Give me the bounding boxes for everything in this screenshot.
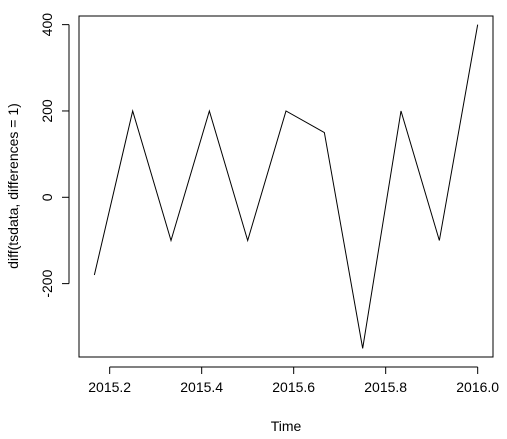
y-axis-label: diff(tsdata, differences = 1) bbox=[5, 103, 21, 269]
y-tick-label: -200 bbox=[39, 269, 55, 297]
x-axis-label: Time bbox=[271, 418, 302, 434]
y-tick-label: 400 bbox=[39, 13, 55, 37]
x-tick-label: 2015.8 bbox=[364, 379, 407, 395]
y-tick-label: 0 bbox=[39, 193, 55, 201]
x-tick-label: 2015.6 bbox=[272, 379, 315, 395]
series-line bbox=[93, 24, 479, 349]
x-tick-label: 2016.0 bbox=[456, 379, 499, 395]
y-axis: -200 0 200 400 bbox=[39, 13, 70, 298]
x-axis: 2015.2 2015.4 2015.6 2015.8 2016.0 bbox=[88, 366, 499, 395]
series-layer bbox=[93, 24, 479, 349]
y-tick-label: 200 bbox=[39, 99, 55, 123]
plot-frame bbox=[78, 15, 494, 358]
x-tick-label: 2015.4 bbox=[180, 379, 223, 395]
x-tick-label: 2015.2 bbox=[88, 379, 131, 395]
